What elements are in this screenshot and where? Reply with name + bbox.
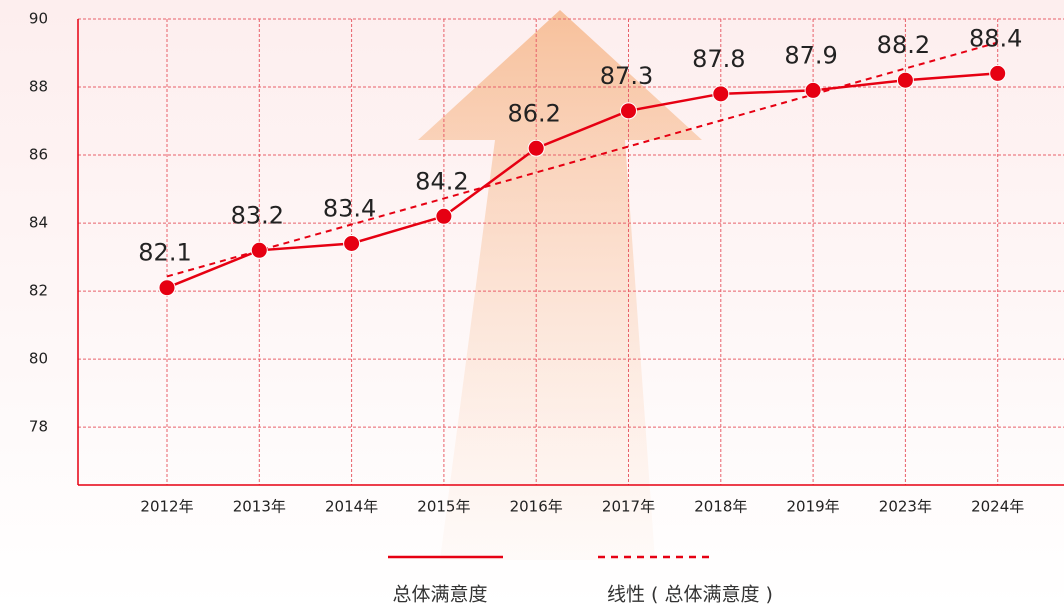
legend-label: 总体满意度 bbox=[392, 584, 487, 606]
x-tick-label: 2023年 bbox=[879, 498, 932, 516]
value-label: 88.2 bbox=[877, 31, 930, 59]
point bbox=[527, 139, 545, 157]
y-tick-label: 82 bbox=[29, 282, 48, 300]
trendline bbox=[166, 41, 998, 278]
point bbox=[620, 102, 637, 120]
value-label: 87.8 bbox=[692, 45, 745, 73]
value-label: 82.1 bbox=[138, 239, 191, 267]
point bbox=[896, 71, 914, 89]
x-tick-label: 2013年 bbox=[233, 498, 286, 516]
y-tick-label: 84 bbox=[29, 214, 48, 232]
point bbox=[158, 279, 176, 297]
x-tick-label: 2019年 bbox=[787, 498, 840, 516]
x-tick-label: 2018年 bbox=[694, 498, 747, 516]
point bbox=[712, 85, 730, 103]
y-tick-label: 78 bbox=[29, 418, 48, 436]
x-tick-label: 2024年 bbox=[971, 498, 1024, 516]
value-label: 87.9 bbox=[784, 41, 837, 69]
legend-label: 线性 ( 总体满意度 ) bbox=[607, 584, 773, 606]
y-tick-label: 86 bbox=[29, 146, 48, 164]
decorative-arrow bbox=[418, 10, 702, 560]
x-tick-label: 2015年 bbox=[417, 498, 470, 516]
value-label: 83.2 bbox=[231, 201, 284, 229]
x-tick-label: 2014年 bbox=[325, 498, 378, 516]
value-label: 87.3 bbox=[600, 62, 653, 90]
point bbox=[343, 234, 361, 252]
x-tick-label: 2017年 bbox=[602, 498, 655, 516]
y-tick-label: 90 bbox=[29, 10, 48, 28]
value-label: 83.4 bbox=[323, 194, 376, 222]
x-tick-label: 2016年 bbox=[510, 498, 563, 516]
point bbox=[250, 241, 268, 259]
x-tick-label: 2012年 bbox=[140, 498, 193, 516]
point bbox=[435, 207, 453, 225]
series-line bbox=[166, 72, 998, 289]
point bbox=[989, 64, 1007, 82]
y-tick-label: 88 bbox=[29, 78, 48, 96]
value-label: 84.2 bbox=[415, 167, 468, 195]
point bbox=[804, 81, 822, 99]
value-label: 86.2 bbox=[507, 99, 560, 127]
value-label: 88.4 bbox=[969, 24, 1022, 52]
y-tick-label: 80 bbox=[29, 350, 48, 368]
